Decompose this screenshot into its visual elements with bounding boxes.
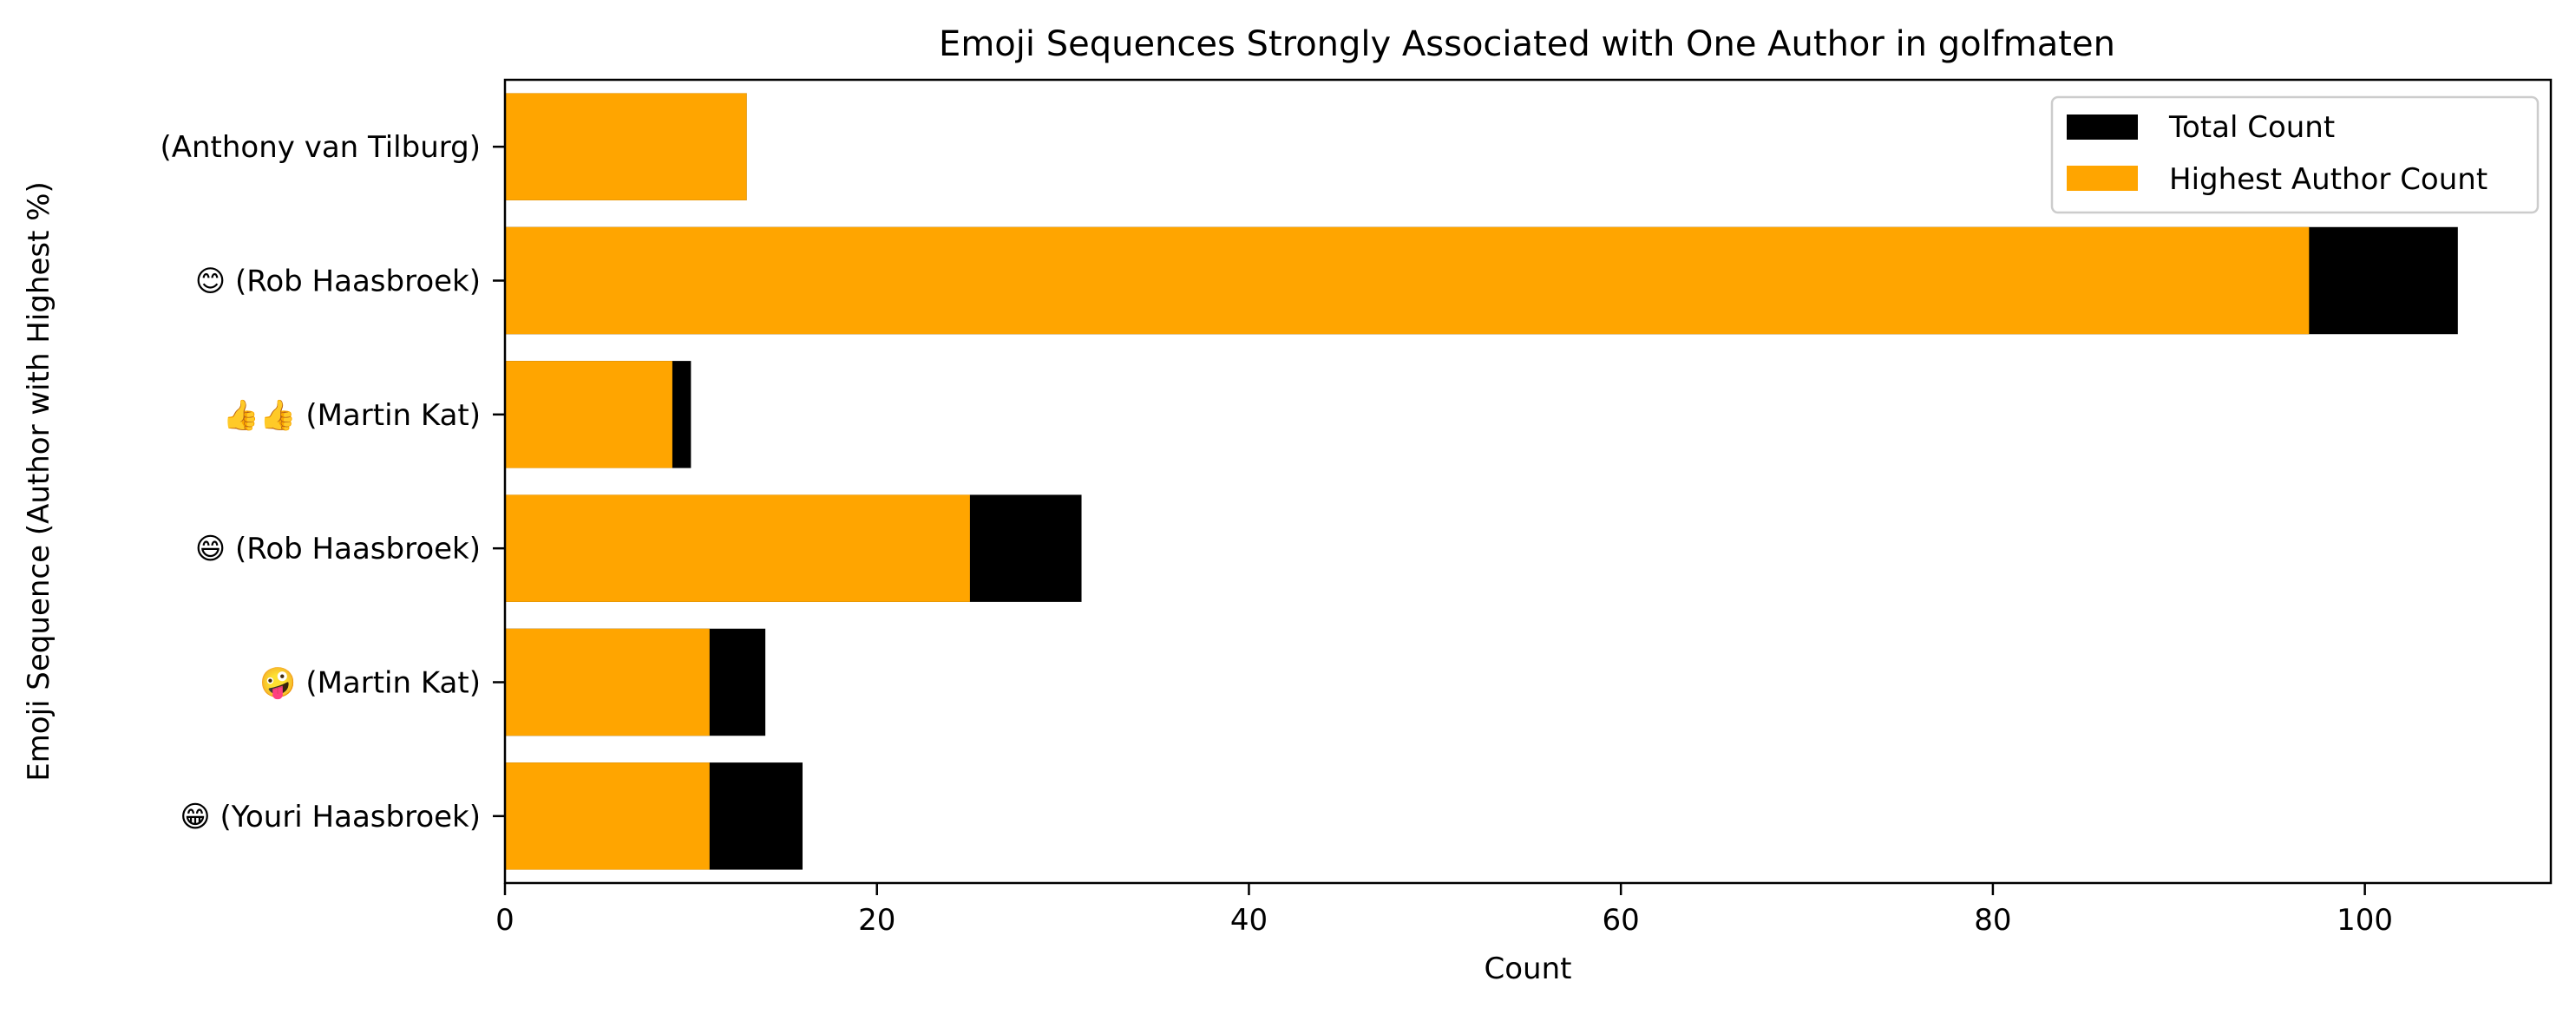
x-tick-label: 60: [1603, 903, 1640, 938]
bar-highest-author-count-0: [505, 93, 747, 200]
x-axis: 0 20 40 60 80 100: [495, 883, 2393, 938]
y-tick-label: 😁 (Youri Haasbroek): [180, 800, 481, 834]
bar-highest-author-count-2: [505, 361, 672, 468]
bar-highest-author-count-5: [505, 762, 710, 870]
x-axis-label: Count: [1485, 952, 1572, 986]
x-tick-label: 80: [1974, 903, 2011, 938]
bar-highest-author-count-1: [505, 226, 2310, 335]
legend: Total Count Highest Author Count: [2050, 95, 2540, 214]
bar-highest-author-count-3: [505, 494, 970, 602]
x-tick-label: 0: [495, 903, 515, 938]
chart-title: Emoji Sequences Strongly Associated with…: [939, 24, 2115, 64]
y-tick-label: 😄 (Rob Haasbroek): [195, 532, 481, 566]
y-tick-label: 🤪 (Martin Kat): [259, 666, 481, 701]
x-tick-label: 20: [858, 903, 895, 938]
legend-swatch-highest-author-count: [2067, 166, 2138, 191]
y-tick-label: 👍👍 (Martin Kat): [223, 398, 481, 433]
legend-label-highest-author-count: Highest Author Count: [2169, 162, 2488, 197]
legend-swatch-total-count: [2067, 114, 2138, 140]
bars-group: [505, 93, 2458, 870]
x-tick-label: 40: [1230, 903, 1268, 938]
plot-frame: [503, 78, 2553, 885]
legend-label-total-count: Total Count: [2168, 110, 2335, 145]
bar-highest-author-count-4: [505, 628, 710, 736]
legend-box: [2050, 95, 2540, 214]
y-axis: (Anthony van Tilburg) 😊 (Rob Haasbroek) 👍👍…: [160, 130, 505, 834]
y-tick-label: 😊 (Rob Haasbroek): [195, 265, 481, 299]
y-tick-label: (Anthony van Tilburg): [160, 130, 481, 165]
y-axis-label: Emoji Sequence (Author with Highest %): [22, 181, 56, 782]
x-tick-label: 100: [2337, 903, 2393, 938]
